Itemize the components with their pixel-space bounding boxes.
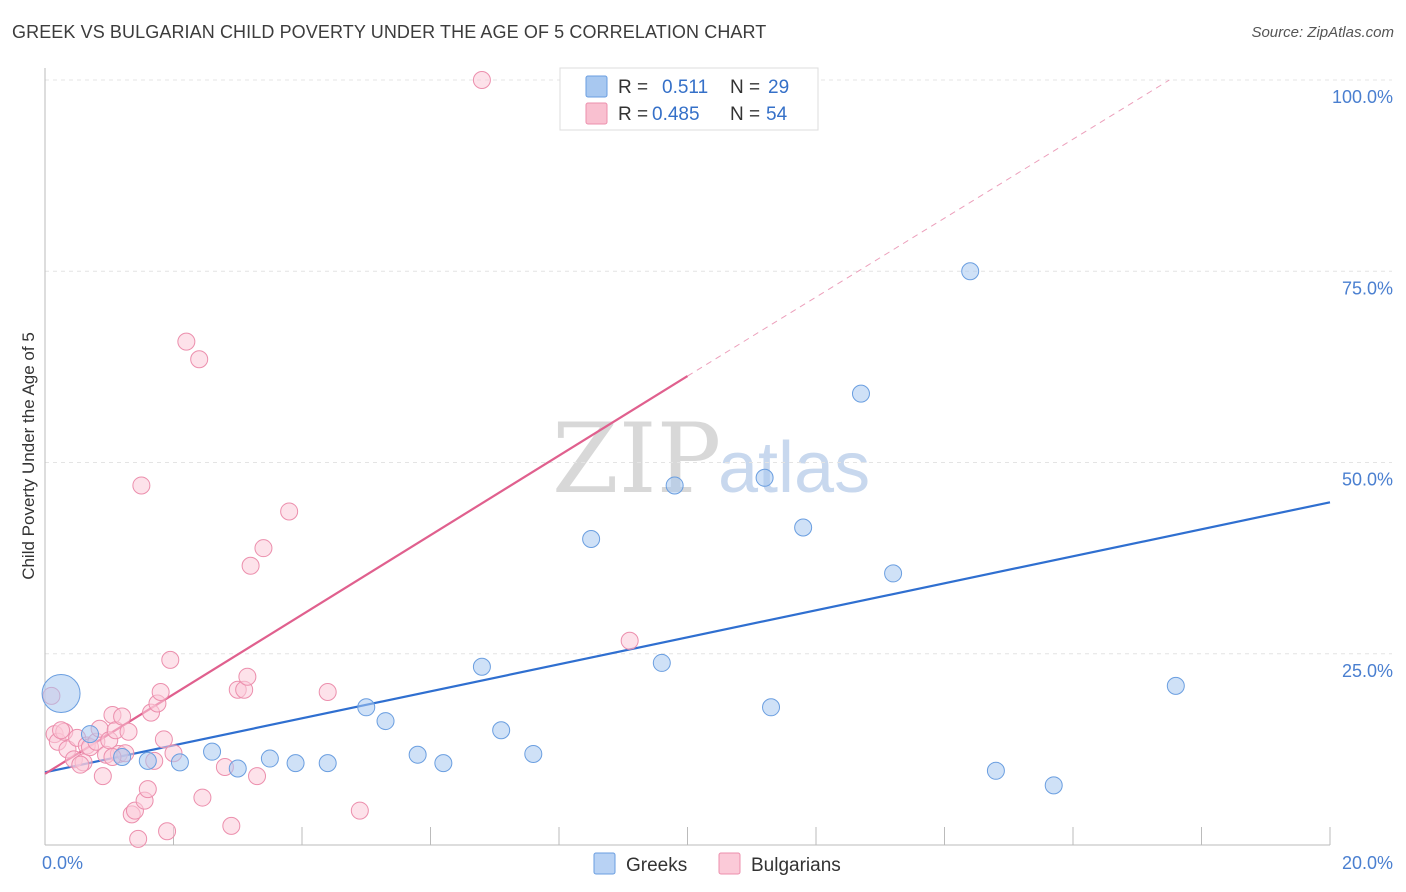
point-bulgarians — [254, 539, 273, 558]
point-bulgarians — [620, 631, 639, 650]
bottom-legend-swatch-greeks — [593, 852, 616, 875]
point-bulgarians — [350, 801, 369, 820]
point-greeks — [203, 742, 222, 761]
point-bulgarians — [238, 667, 257, 686]
point-greeks — [582, 530, 601, 548]
data-points — [41, 71, 1185, 848]
point-greeks — [286, 754, 305, 773]
y-tick-label-100: 100.0% — [1332, 87, 1393, 107]
point-bulgarians — [318, 683, 337, 701]
legend-r-label-bulgarians: R = — [618, 104, 648, 125]
legend-n-label-greeks: N = — [730, 77, 760, 98]
y-tick-label-75: 75.0% — [1342, 278, 1393, 298]
point-greeks — [665, 476, 684, 495]
point-greeks — [138, 751, 157, 770]
axis-ticks: 0.0% 20.0% 25.0% 50.0% 75.0% 100.0% — [42, 87, 1393, 873]
point-greeks — [41, 674, 81, 714]
point-greeks — [357, 698, 376, 717]
legend-n-value-bulgarians: 54 — [766, 104, 788, 125]
legend-r-value-bulgarians: 0.485 — [652, 104, 700, 125]
point-bulgarians — [472, 71, 491, 89]
bottom-legend-swatch-bulgarians — [718, 852, 741, 875]
bottom-legend-label-greeks: Greeks — [626, 855, 687, 876]
x-tick-label-min: 0.0% — [42, 853, 83, 873]
point-greeks — [376, 712, 395, 731]
legend-swatch-greeks — [585, 75, 608, 98]
source-credit: Source: ZipAtlas.com — [1251, 24, 1394, 41]
point-greeks — [80, 725, 99, 744]
point-greeks — [1166, 676, 1185, 695]
legend-r-value-greeks: 0.511 — [662, 77, 708, 98]
point-bulgarians — [248, 767, 267, 786]
point-bulgarians — [190, 350, 209, 369]
legend-n-value-greeks: 29 — [768, 77, 789, 98]
point-bulgarians — [71, 755, 90, 774]
point-bulgarians — [154, 730, 173, 749]
point-greeks — [1044, 776, 1063, 795]
point-bulgarians — [113, 707, 132, 726]
y-tick-label-50: 50.0% — [1342, 470, 1393, 490]
point-bulgarians — [241, 556, 260, 575]
point-bulgarians — [52, 721, 71, 740]
point-greeks — [492, 721, 511, 740]
point-greeks — [884, 564, 903, 583]
legend-swatch-bulgarians — [585, 102, 608, 125]
gridlines — [45, 79, 1392, 655]
legend-n-label-bulgarians: N = — [730, 104, 760, 125]
point-bulgarians — [161, 650, 180, 669]
legend-r-label-greeks: R = — [618, 77, 648, 98]
point-greeks — [961, 262, 980, 281]
y-tick-label-25: 25.0% — [1342, 661, 1393, 681]
point-greeks — [794, 518, 813, 537]
point-bulgarians — [280, 502, 299, 521]
point-greeks — [472, 657, 491, 676]
watermark-zip: ZIP — [552, 403, 721, 515]
point-greeks — [408, 745, 427, 764]
chart-title: GREEK VS BULGARIAN CHILD POVERTY UNDER T… — [12, 22, 767, 42]
point-bulgarians — [119, 722, 138, 741]
point-greeks — [755, 468, 774, 487]
bottom-legend-label-bulgarians: Bulgarians — [751, 855, 841, 876]
trend-line-greeks — [44, 501, 1331, 774]
point-bulgarians — [222, 816, 241, 835]
point-greeks — [986, 761, 1005, 780]
point-bulgarians — [132, 476, 151, 495]
point-bulgarians — [129, 829, 148, 848]
point-bulgarians — [158, 822, 177, 841]
point-bulgarians — [138, 780, 157, 799]
point-greeks — [762, 698, 781, 717]
point-greeks — [228, 759, 247, 778]
legend: R = 0.511 N = 29 R = 0.485 N = 54 — [559, 67, 819, 131]
point-greeks — [318, 754, 337, 773]
point-greeks — [260, 749, 279, 768]
point-bulgarians — [177, 332, 196, 351]
point-greeks — [652, 653, 671, 672]
bottom-legend: Greeks Bulgarians — [593, 852, 841, 876]
point-bulgarians — [193, 788, 212, 807]
point-bulgarians — [151, 683, 170, 701]
x-tick-label-max: 20.0% — [1342, 853, 1393, 873]
point-greeks — [851, 384, 870, 403]
point-greeks — [434, 754, 453, 773]
point-greeks — [524, 744, 543, 763]
point-bulgarians — [93, 767, 112, 786]
point-greeks — [113, 748, 132, 767]
watermark-atlas: atlas — [718, 428, 870, 508]
point-greeks — [170, 753, 189, 772]
y-axis-label: Child Poverty Under the Age of 5 — [19, 332, 38, 580]
